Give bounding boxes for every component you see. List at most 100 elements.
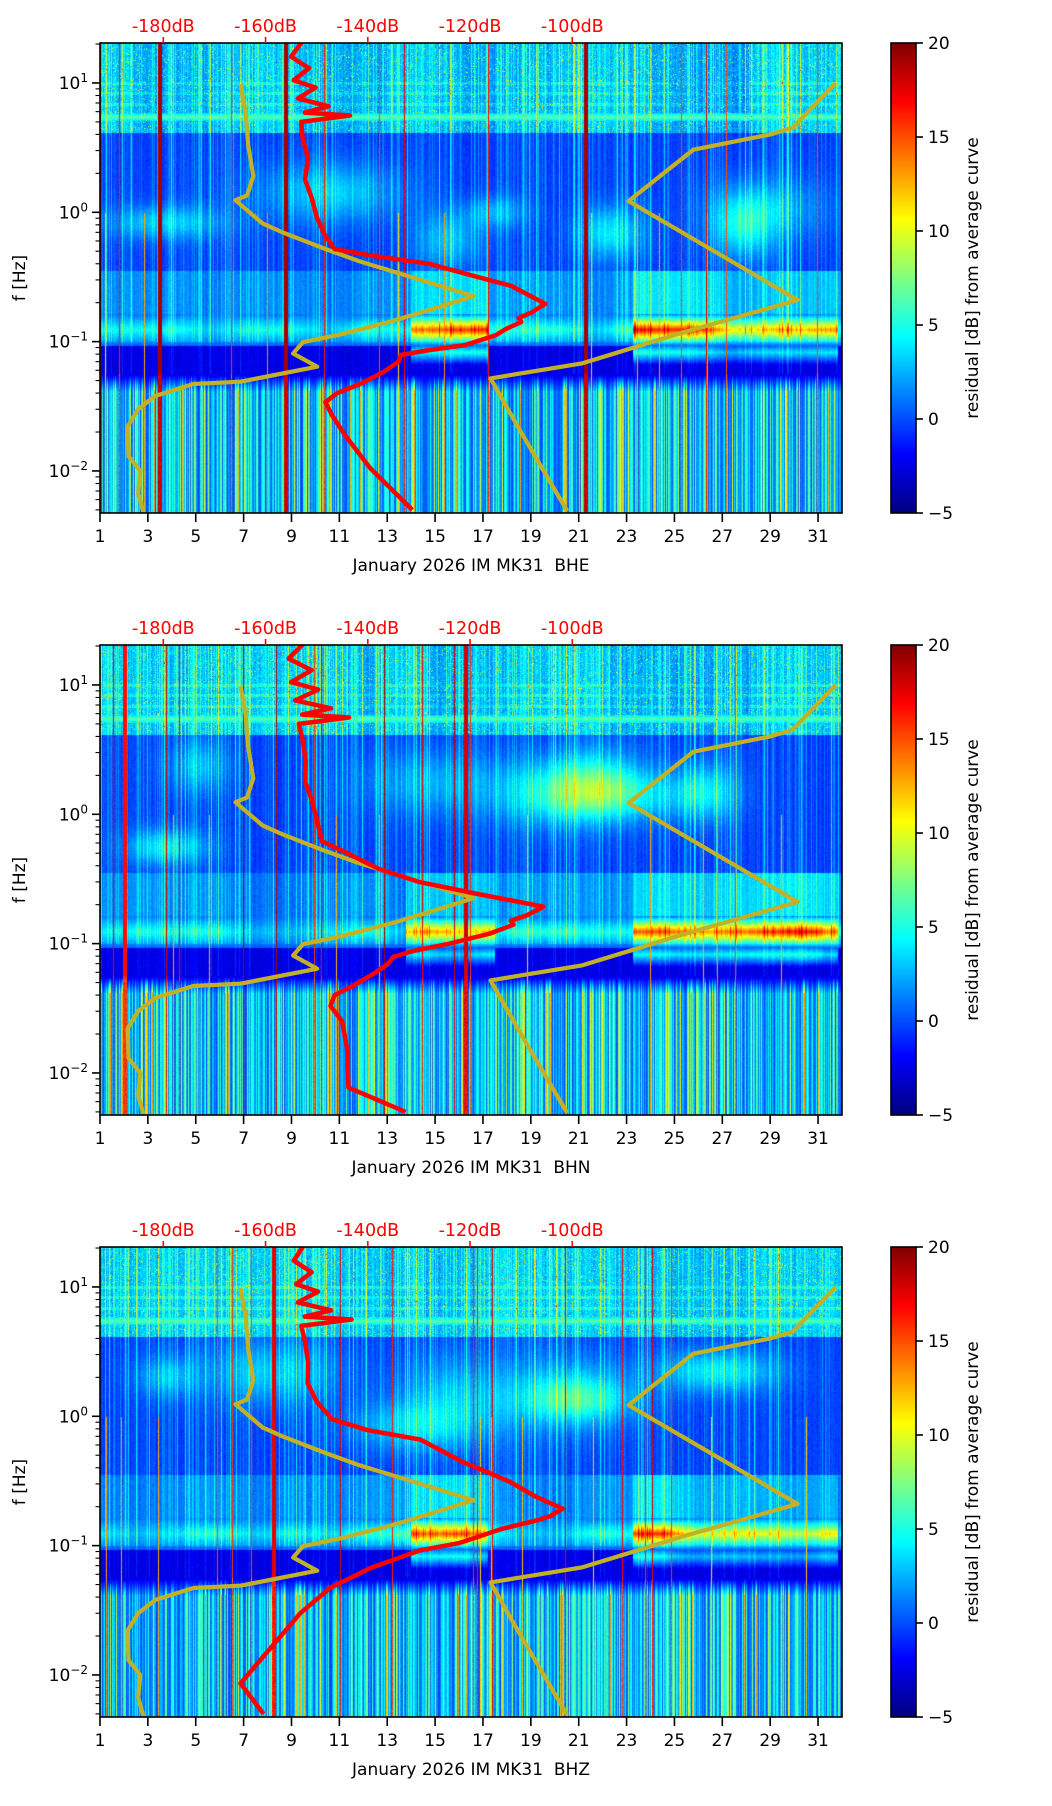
colorbar-tick-label: 10 bbox=[928, 1426, 950, 1446]
x-tick-label: 29 bbox=[759, 1129, 781, 1149]
colorbar-label: residual [dB] from average curve bbox=[963, 739, 983, 1020]
top-db-label: -120dB bbox=[439, 1221, 502, 1241]
colorbar-label: residual [dB] from average curve bbox=[963, 137, 983, 418]
colorbar-border bbox=[890, 42, 917, 514]
panel-bhz: -180dB -160dB -140dB -120dB -100dB 1 3 5 7 9 11 13 1… bbox=[0, 1204, 1052, 1806]
colorbar-tick-label: 5 bbox=[928, 1520, 939, 1540]
x-tick-label: 15 bbox=[424, 527, 446, 547]
colorbar-tick-label: 5 bbox=[928, 918, 939, 938]
x-tick-label: 19 bbox=[520, 1129, 542, 1149]
x-tick-label: 11 bbox=[329, 1731, 351, 1751]
y-tick-label: 10−1 bbox=[49, 1534, 88, 1557]
spectrogram-bhn bbox=[100, 645, 842, 1115]
x-tick-label: 27 bbox=[711, 1731, 733, 1751]
top-db-label: -180dB bbox=[132, 1221, 195, 1241]
colorbar-gradient bbox=[891, 1247, 916, 1717]
x-tick-label: 19 bbox=[520, 527, 542, 547]
x-tick-label: 7 bbox=[238, 1731, 249, 1751]
x-tick-label: 29 bbox=[759, 1731, 781, 1751]
y-axis-label: f [Hz] bbox=[10, 255, 30, 301]
colorbar-tick-label: 0 bbox=[928, 410, 939, 430]
x-tick-label: 23 bbox=[616, 1731, 638, 1751]
colorbar-tick-label: 15 bbox=[928, 128, 950, 148]
x-tick-label: 17 bbox=[472, 1731, 494, 1751]
y-tick-label: 10−2 bbox=[49, 1663, 88, 1686]
top-db-label: -160dB bbox=[234, 17, 297, 37]
yellow-model-curve-left bbox=[125, 83, 476, 513]
yellow-model-curve-right bbox=[488, 81, 838, 513]
spectrogram-bhe bbox=[100, 43, 842, 513]
colorbar-tick-label: −5 bbox=[928, 1106, 953, 1126]
x-tick-label: 25 bbox=[664, 1129, 686, 1149]
yellow-model-curve-right bbox=[488, 683, 838, 1115]
x-tick-label: 15 bbox=[424, 1129, 446, 1149]
x-tick-label: 17 bbox=[472, 527, 494, 547]
yellow-model-curve-left bbox=[125, 685, 476, 1115]
x-tick-label: 13 bbox=[376, 527, 398, 547]
y-tick-label: 101 bbox=[59, 1275, 88, 1298]
x-tick-label: 11 bbox=[329, 527, 351, 547]
x-tick-label: 9 bbox=[286, 527, 297, 547]
colorbar-tick-label: 0 bbox=[928, 1614, 939, 1634]
top-db-label: -140dB bbox=[336, 619, 399, 639]
x-tick-label: 1 bbox=[95, 1129, 106, 1149]
x-tick-label: 13 bbox=[376, 1731, 398, 1751]
x-axis-title: January 2026 IM MK31 BHZ bbox=[351, 1760, 590, 1780]
x-tick-label: 27 bbox=[711, 527, 733, 547]
x-tick-label: 25 bbox=[664, 1731, 686, 1751]
y-tick-label: 10−2 bbox=[49, 459, 88, 482]
x-tick-label: 3 bbox=[142, 1731, 153, 1751]
x-tick-label: 3 bbox=[142, 1129, 153, 1149]
top-db-label: -100dB bbox=[541, 619, 604, 639]
top-db-label: -120dB bbox=[439, 619, 502, 639]
spectrogram-bhz bbox=[100, 1247, 842, 1717]
y-axis-label: f [Hz] bbox=[10, 857, 30, 903]
top-db-label: -140dB bbox=[336, 1221, 399, 1241]
colorbar-border bbox=[890, 1246, 917, 1718]
panel-bhn: -180dB -160dB -140dB -120dB -100dB 1 3 5 7 9 11 13 1… bbox=[0, 602, 1052, 1204]
colorbar-tick-label: 10 bbox=[928, 222, 950, 242]
top-db-label: -100dB bbox=[541, 1221, 604, 1241]
red-average-psd-curve bbox=[288, 43, 548, 512]
x-tick-label: 25 bbox=[664, 527, 686, 547]
colorbar-tick-label: 0 bbox=[928, 1012, 939, 1032]
x-tick-label: 5 bbox=[190, 1129, 201, 1149]
red-average-psd-curve bbox=[238, 1247, 565, 1716]
x-tick-label: 21 bbox=[568, 527, 590, 547]
y-tick-label: 10−2 bbox=[49, 1061, 88, 1084]
colorbar-tick-label: 20 bbox=[928, 34, 950, 54]
x-axis-title: January 2026 IM MK31 BHE bbox=[351, 556, 589, 576]
x-tick-label: 13 bbox=[376, 1129, 398, 1149]
colorbar-label: residual [dB] from average curve bbox=[963, 1341, 983, 1622]
y-axis-label: f [Hz] bbox=[10, 1459, 30, 1505]
colorbar-border bbox=[890, 644, 917, 1116]
x-tick-label: 1 bbox=[95, 1731, 106, 1751]
yellow-model-curve-right bbox=[488, 1285, 838, 1717]
x-tick-label: 27 bbox=[711, 1129, 733, 1149]
y-tick-label: 101 bbox=[59, 673, 88, 696]
x-tick-label: 23 bbox=[616, 527, 638, 547]
colorbar-gradient bbox=[891, 645, 916, 1115]
x-tick-label: 5 bbox=[190, 527, 201, 547]
x-tick-label: 31 bbox=[807, 1129, 829, 1149]
x-tick-label: 23 bbox=[616, 1129, 638, 1149]
colorbar-tick-label: −5 bbox=[928, 1708, 953, 1728]
x-tick-label: 29 bbox=[759, 527, 781, 547]
y-tick-label: 100 bbox=[59, 1404, 88, 1427]
x-tick-label: 7 bbox=[238, 1129, 249, 1149]
y-tick-label: 10−1 bbox=[49, 932, 88, 955]
x-tick-label: 9 bbox=[286, 1129, 297, 1149]
x-tick-label: 7 bbox=[238, 527, 249, 547]
colorbar-tick-label: −5 bbox=[928, 504, 953, 524]
top-db-label: -160dB bbox=[234, 619, 297, 639]
y-tick-label: 101 bbox=[59, 71, 88, 94]
yellow-model-curve-left bbox=[125, 1287, 476, 1717]
top-db-label: -140dB bbox=[336, 17, 399, 37]
plot-border bbox=[99, 1246, 843, 1718]
x-tick-label: 19 bbox=[520, 1731, 542, 1751]
colorbar-tick-label: 20 bbox=[928, 636, 950, 656]
